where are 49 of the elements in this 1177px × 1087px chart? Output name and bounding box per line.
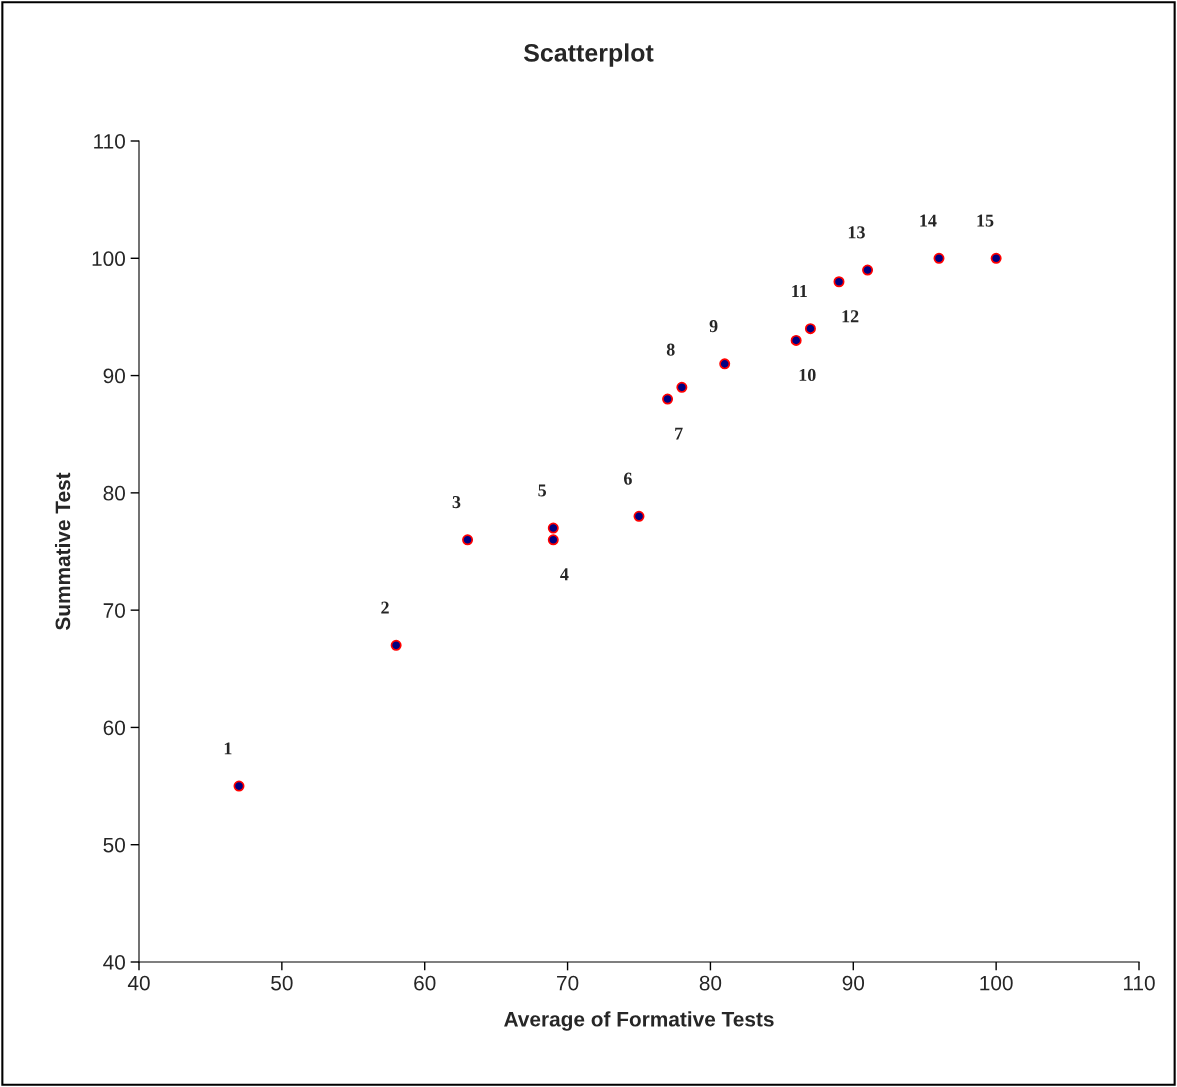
annotation: 8 (666, 343, 675, 356)
point (833, 276, 845, 288)
point (390, 639, 402, 651)
point (990, 252, 1002, 264)
y-tick-label: 60 (103, 720, 125, 736)
annotation: 9 (709, 320, 718, 333)
point (790, 334, 802, 346)
x-tick-label: 80 (699, 975, 722, 991)
y-tick-label: 50 (103, 837, 125, 853)
x-tick-label: 40 (127, 975, 150, 991)
annotation: 7 (675, 427, 683, 440)
x-tick-label: 50 (271, 975, 293, 991)
point (662, 393, 674, 405)
point (719, 358, 731, 370)
y-axis-title: Summative Test (54, 472, 71, 631)
point (233, 780, 245, 792)
annotation: 13 (848, 226, 865, 239)
point (804, 323, 816, 335)
point (633, 510, 645, 522)
x-tick-label: 70 (557, 975, 579, 991)
point (933, 252, 945, 264)
x-tick-label: 60 (414, 975, 436, 991)
x-tick-label: 110 (1123, 975, 1155, 991)
point (462, 534, 474, 546)
point (862, 264, 874, 276)
point (676, 381, 688, 393)
annotation: 12 (842, 310, 859, 323)
annotation: 1 (224, 742, 232, 755)
y-tick-label: 110 (94, 134, 125, 149)
annotation: 14 (920, 214, 937, 227)
x-tick-label: 100 (980, 975, 1013, 991)
annotation: 11 (792, 284, 807, 297)
point (547, 522, 559, 534)
chart-title: Scatterplot (523, 43, 654, 67)
y-tick-label: 40 (103, 955, 125, 970)
annotation: 3 (452, 496, 461, 509)
annotation: 4 (560, 568, 569, 581)
y-tick-label: 70 (103, 603, 125, 618)
x-tick-label: 90 (842, 975, 865, 991)
y-tick-label: 80 (103, 485, 125, 501)
x-axis-title: Average of Formative Tests (504, 1011, 774, 1031)
y-tick-label: 90 (103, 368, 125, 384)
annotation: 5 (538, 484, 547, 497)
annotation: 2 (381, 601, 389, 614)
annotation: 6 (623, 472, 632, 485)
annotation: 15 (977, 214, 994, 227)
annotation: 10 (799, 368, 816, 382)
y-tick-label: 100 (92, 251, 125, 267)
point (547, 534, 559, 546)
